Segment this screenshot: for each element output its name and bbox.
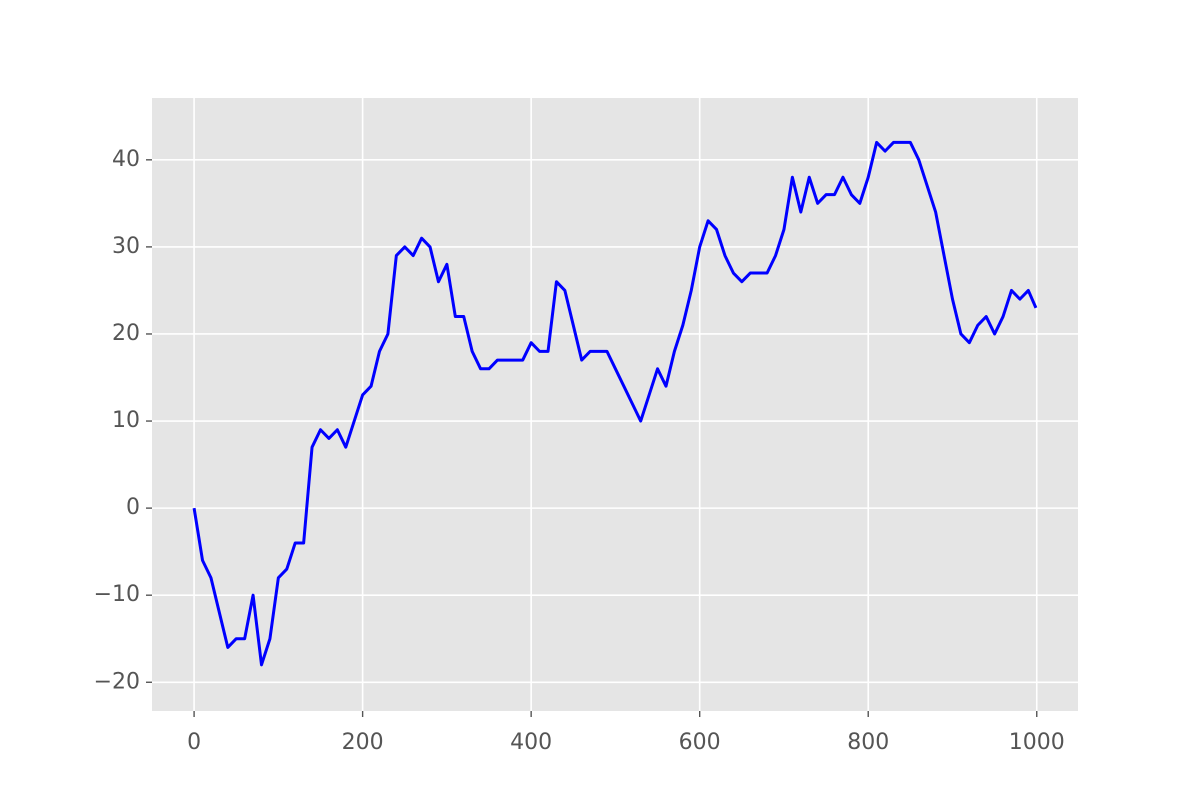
data-line <box>192 140 1038 667</box>
y-tick-label: 10 <box>112 408 140 433</box>
x-tick-label: 200 <box>342 730 384 755</box>
x-tick-label: 600 <box>679 730 721 755</box>
x-tick-label: 800 <box>847 730 889 755</box>
x-tick-label: 1000 <box>1009 730 1065 755</box>
y-tick-label: −20 <box>94 669 140 694</box>
y-tick-label: −10 <box>94 582 140 607</box>
y-tick-label: 0 <box>126 495 140 520</box>
plot-area <box>152 98 1078 711</box>
y-tick-label: 40 <box>112 147 140 172</box>
y-tick-label: 20 <box>112 321 140 346</box>
x-tick-label: 0 <box>187 730 201 755</box>
y-tick-label: 30 <box>112 234 140 259</box>
x-tick-label: 400 <box>510 730 552 755</box>
